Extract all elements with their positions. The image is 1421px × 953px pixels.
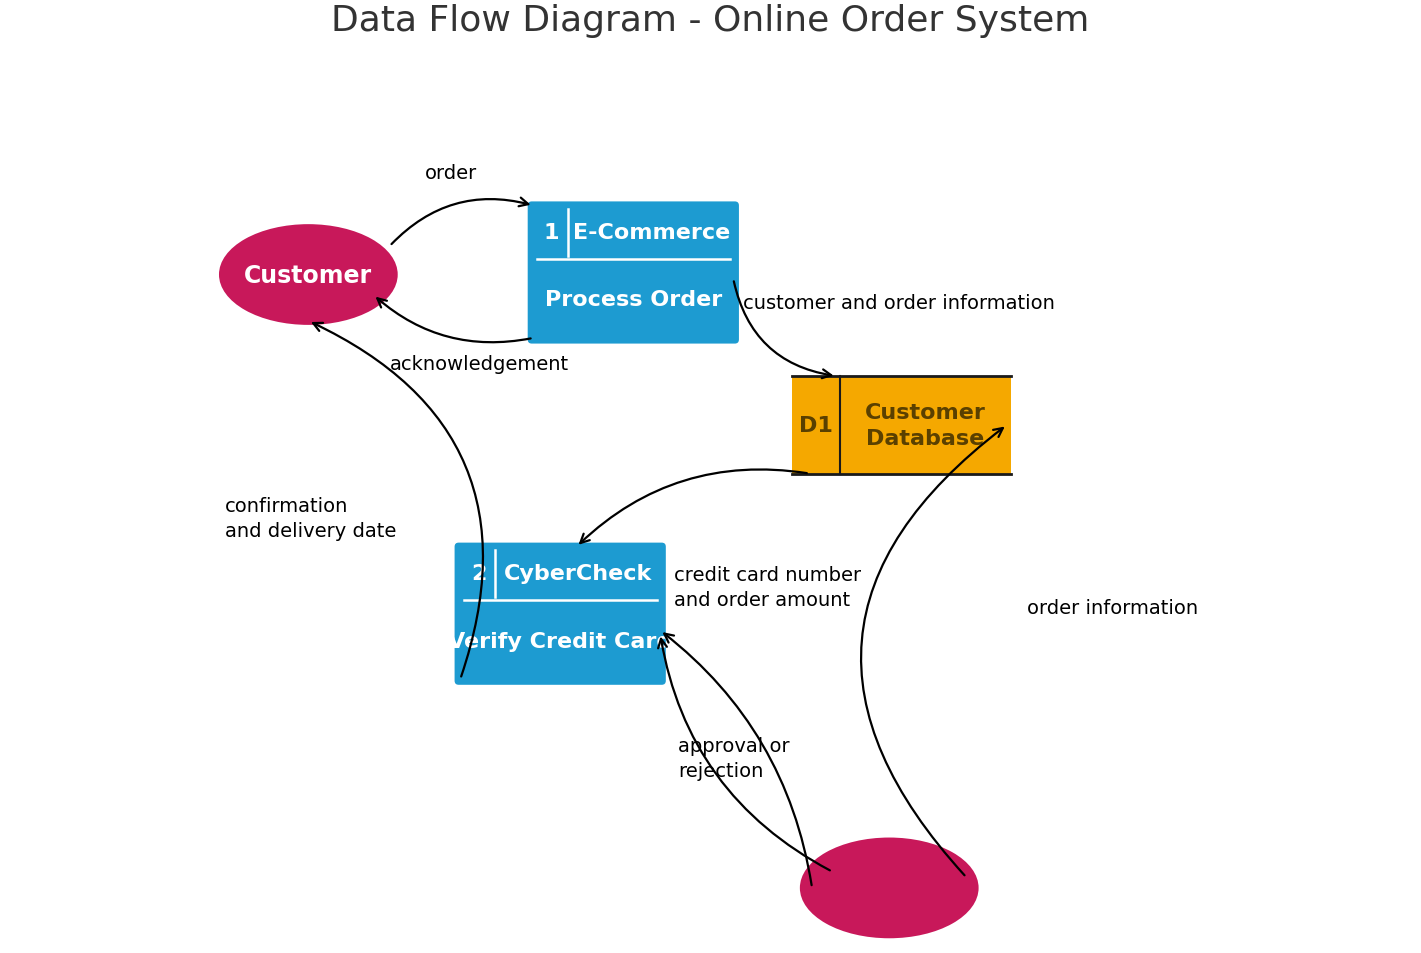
Text: Process Order: Process Order <box>544 290 722 310</box>
Text: confirmation
and delivery date: confirmation and delivery date <box>225 497 396 540</box>
Text: approval or
rejection: approval or rejection <box>678 736 790 781</box>
Text: order: order <box>425 164 476 183</box>
Text: order information: order information <box>1027 598 1198 618</box>
Text: E-Commerce: E-Commerce <box>573 223 730 243</box>
Title: Data Flow Diagram - Online Order System: Data Flow Diagram - Online Order System <box>331 4 1090 38</box>
FancyBboxPatch shape <box>791 376 1012 474</box>
Text: D1: D1 <box>799 416 833 436</box>
Text: Customer: Customer <box>244 263 372 287</box>
Text: 2: 2 <box>470 564 486 584</box>
Text: Verify Credit Card: Verify Credit Card <box>448 631 672 651</box>
Text: credit card number
and order amount: credit card number and order amount <box>674 566 861 610</box>
Ellipse shape <box>219 225 398 326</box>
FancyBboxPatch shape <box>455 543 666 685</box>
Text: 1: 1 <box>544 223 560 243</box>
Text: customer and order information: customer and order information <box>743 294 1054 314</box>
Text: acknowledgement: acknowledgement <box>389 355 568 374</box>
Ellipse shape <box>800 838 979 939</box>
FancyBboxPatch shape <box>527 202 739 344</box>
Text: CyberCheck: CyberCheck <box>504 564 652 584</box>
Text: Customer
Database: Customer Database <box>865 402 986 448</box>
